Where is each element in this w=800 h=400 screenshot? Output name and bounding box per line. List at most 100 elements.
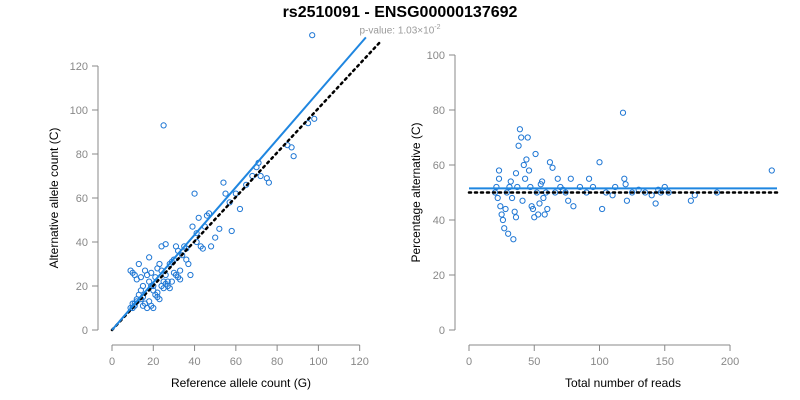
right-data-point bbox=[499, 216, 507, 224]
right-data-point bbox=[507, 178, 514, 185]
left-data-point bbox=[156, 296, 163, 303]
left-y-tick-label: 20 bbox=[76, 281, 88, 293]
right-x-tick-label: 100 bbox=[590, 356, 608, 368]
left-data-point bbox=[309, 32, 316, 39]
left-data-point bbox=[164, 278, 171, 285]
right-data-point bbox=[512, 170, 520, 177]
right-data-point bbox=[524, 134, 531, 141]
right-data-point bbox=[501, 225, 508, 232]
right-data-point bbox=[589, 183, 597, 191]
right-data-point bbox=[554, 175, 561, 182]
right-data-point bbox=[652, 200, 659, 207]
right-y-axis-title: Percentage alternative (C) bbox=[409, 122, 423, 262]
left-y-tick-label: 120 bbox=[70, 61, 88, 73]
right-data-point bbox=[622, 181, 629, 188]
right-y-tick-label: 20 bbox=[433, 270, 445, 282]
right-data-point bbox=[494, 194, 501, 202]
left-data-point bbox=[148, 269, 155, 276]
left-data-point bbox=[288, 144, 295, 151]
right-y-tick-label: 60 bbox=[433, 160, 445, 172]
left-data-point bbox=[220, 179, 227, 186]
left-data-point bbox=[146, 254, 153, 261]
right-data-point bbox=[540, 194, 547, 202]
right-data-point bbox=[661, 183, 668, 191]
right-data-point bbox=[576, 183, 584, 191]
left-data-point bbox=[154, 289, 161, 296]
right-data-point bbox=[506, 183, 513, 191]
right-data-point bbox=[623, 197, 631, 204]
right-data-point bbox=[505, 230, 512, 237]
left-reference-line bbox=[110, 40, 382, 332]
right-data-point bbox=[518, 134, 525, 141]
right-data-point bbox=[768, 167, 775, 174]
right-data-point bbox=[691, 192, 698, 199]
right-x-tick-label: 200 bbox=[721, 356, 739, 368]
right-data-point bbox=[549, 164, 556, 171]
right-data-point bbox=[516, 126, 523, 133]
left-data-point bbox=[222, 190, 229, 197]
right-x-tick-label: 50 bbox=[528, 356, 540, 368]
right-x-tick-label: 150 bbox=[656, 356, 674, 368]
left-data-point bbox=[162, 241, 169, 248]
left-data-point bbox=[168, 278, 175, 285]
right-data-point bbox=[527, 183, 534, 191]
right-data-point bbox=[544, 205, 551, 213]
left-x-axis-title: Reference allele count (G) bbox=[171, 376, 311, 390]
right-data-point bbox=[565, 197, 572, 204]
left-x-tick-label: 0 bbox=[109, 356, 115, 368]
left-data-point bbox=[187, 271, 194, 279]
right-data-point bbox=[541, 211, 548, 218]
right-x-axis-title: Total number of reads bbox=[565, 376, 681, 390]
right-y-tick-label: 80 bbox=[433, 105, 445, 117]
left-data-point bbox=[207, 243, 215, 250]
right-data-point bbox=[529, 205, 537, 213]
right-data-point bbox=[512, 214, 520, 221]
right-data-point bbox=[502, 205, 509, 213]
right-data-point bbox=[515, 142, 522, 149]
left-data-point bbox=[179, 252, 186, 259]
left-y-axis-title: Alternative allele count (C) bbox=[47, 128, 61, 269]
left-data-point bbox=[160, 285, 167, 292]
right-y-tick-label: 40 bbox=[433, 215, 445, 227]
right-data-point bbox=[514, 183, 521, 191]
right-data-point bbox=[570, 203, 577, 210]
left-fit-line bbox=[111, 36, 367, 331]
right-panel: 0 50 100 150 200 0 20 40 60 80 100 Total number of … bbox=[409, 50, 779, 390]
left-data-point bbox=[195, 214, 202, 221]
right-data-point bbox=[536, 200, 543, 207]
left-data-point bbox=[177, 276, 184, 283]
left-y-tick-label: 80 bbox=[76, 149, 88, 161]
left-x-tick-label: 100 bbox=[309, 356, 327, 368]
right-data-point bbox=[567, 175, 574, 182]
right-data-point bbox=[535, 211, 542, 218]
right-data-point bbox=[495, 175, 503, 182]
chart-subtitle: p-value: 1.03×10-2 bbox=[0, 24, 800, 36]
right-data-point bbox=[493, 183, 500, 191]
left-data-point bbox=[177, 267, 184, 274]
right-data-point bbox=[508, 194, 516, 202]
left-data-point bbox=[265, 179, 272, 186]
left-data-point bbox=[257, 172, 264, 180]
left-data-point bbox=[193, 230, 200, 237]
right-data-point bbox=[523, 156, 530, 163]
right-data-point bbox=[510, 236, 517, 243]
right-data-point bbox=[525, 167, 533, 174]
right-data-point bbox=[619, 109, 627, 116]
left-data-point bbox=[191, 190, 198, 197]
left-data-point bbox=[150, 304, 157, 312]
right-data-point bbox=[546, 159, 554, 166]
subtitle-exponent: -2 bbox=[434, 24, 441, 31]
chart-title: rs2510091 - ENSG00000137692 bbox=[282, 4, 518, 21]
left-data-point bbox=[311, 115, 318, 122]
left-data-point bbox=[205, 210, 213, 217]
right-data-point bbox=[538, 178, 546, 185]
right-y-tick-label: 100 bbox=[427, 50, 445, 62]
left-x-tick-label: 80 bbox=[271, 356, 283, 368]
right-data-point bbox=[596, 159, 603, 166]
left-y-tick-label: 60 bbox=[76, 193, 88, 205]
left-data-point bbox=[290, 153, 297, 160]
right-data-point bbox=[532, 150, 539, 158]
left-x-tick-label: 120 bbox=[351, 356, 369, 368]
right-data-point bbox=[612, 183, 619, 191]
